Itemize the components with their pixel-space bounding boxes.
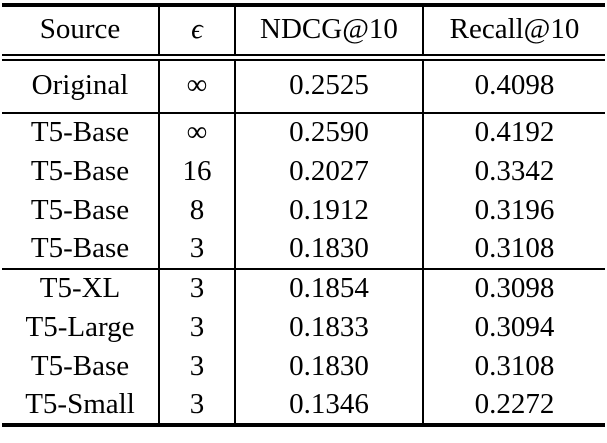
cell-recall: 0.3342 <box>422 152 605 191</box>
cell-source: T5-Base <box>30 116 130 149</box>
cell-epsilon: 16 <box>158 152 235 191</box>
cell-recall: 0.4098 <box>422 57 605 113</box>
cell-epsilon: ∞ <box>158 113 235 152</box>
cell-ndcg: 0.1833 <box>234 308 423 347</box>
cell-recall: 0.2272 <box>422 386 605 425</box>
row-group-original: Original ∞ 0.2525 0.4098 <box>2 57 605 113</box>
cell-ndcg: 0.2027 <box>234 152 423 191</box>
table-row: T5-Base 16 0.2027 0.3342 <box>2 152 605 191</box>
cell-source: Original <box>31 69 129 102</box>
cell-ndcg: 0.1830 <box>234 230 423 269</box>
col-header-epsilon: ϵ <box>158 5 235 61</box>
cell-epsilon: 3 <box>158 347 235 386</box>
cell-epsilon: 3 <box>158 230 235 269</box>
cell-epsilon: 3 <box>158 269 235 308</box>
cell-source: T5-Small <box>25 387 135 420</box>
header-row: Source ϵ NDCG@10 Recall@10 <box>2 5 605 61</box>
cell-recall: 0.4192 <box>422 113 605 152</box>
table-row: T5-XL 3 0.1854 0.3098 <box>2 269 605 308</box>
cell-epsilon: ∞ <box>158 57 235 113</box>
table-row: Original ∞ 0.2525 0.4098 <box>2 57 605 113</box>
col-header-source: Source <box>2 5 159 61</box>
cell-recall: 0.3108 <box>422 347 605 386</box>
cell-source: T5-Base <box>30 232 130 265</box>
cell-recall: 0.3098 <box>422 269 605 308</box>
row-group-t5base-epsilons: T5-Base ∞ 0.2590 0.4192 T5-Base 16 0.202… <box>2 113 605 269</box>
cell-recall: 0.3196 <box>422 191 605 230</box>
table-row: T5-Base 8 0.1912 0.3196 <box>2 191 605 230</box>
cell-recall: 0.3094 <box>422 308 605 347</box>
col-header-recall: Recall@10 <box>422 5 605 61</box>
table-row: T5-Base 3 0.1830 0.3108 <box>2 347 605 386</box>
cell-ndcg: 0.1830 <box>234 347 423 386</box>
cell-ndcg: 0.2590 <box>234 113 423 152</box>
table-header: Source ϵ NDCG@10 Recall@10 <box>2 5 605 61</box>
cell-recall: 0.3108 <box>422 230 605 269</box>
cell-epsilon: 3 <box>158 308 235 347</box>
cell-source: T5-Base <box>30 154 130 187</box>
cell-ndcg: 0.1912 <box>234 191 423 230</box>
cell-epsilon: 3 <box>158 386 235 425</box>
cell-epsilon: 8 <box>158 191 235 230</box>
cell-source: T5-Large <box>25 310 135 343</box>
table-row: T5-Base ∞ 0.2590 0.4192 <box>2 113 605 152</box>
cell-source: T5-Base <box>30 193 130 226</box>
cell-source: T5-Base <box>30 349 130 382</box>
col-header-ndcg: NDCG@10 <box>234 5 423 61</box>
cell-source: T5-XL <box>39 272 121 305</box>
table-row: T5-Base 3 0.1830 0.3108 <box>2 230 605 269</box>
cell-ndcg: 0.1346 <box>234 386 423 425</box>
table-row: T5-Large 3 0.1833 0.3094 <box>2 308 605 347</box>
cell-ndcg: 0.1854 <box>234 269 423 308</box>
cell-ndcg: 0.2525 <box>234 57 423 113</box>
row-group-model-sizes: T5-XL 3 0.1854 0.3098 T5-Large 3 0.1833 … <box>2 269 605 425</box>
table-row: T5-Small 3 0.1346 0.2272 <box>2 386 605 425</box>
results-table: Source ϵ NDCG@10 Recall@10 Original ∞ 0.… <box>2 3 605 427</box>
